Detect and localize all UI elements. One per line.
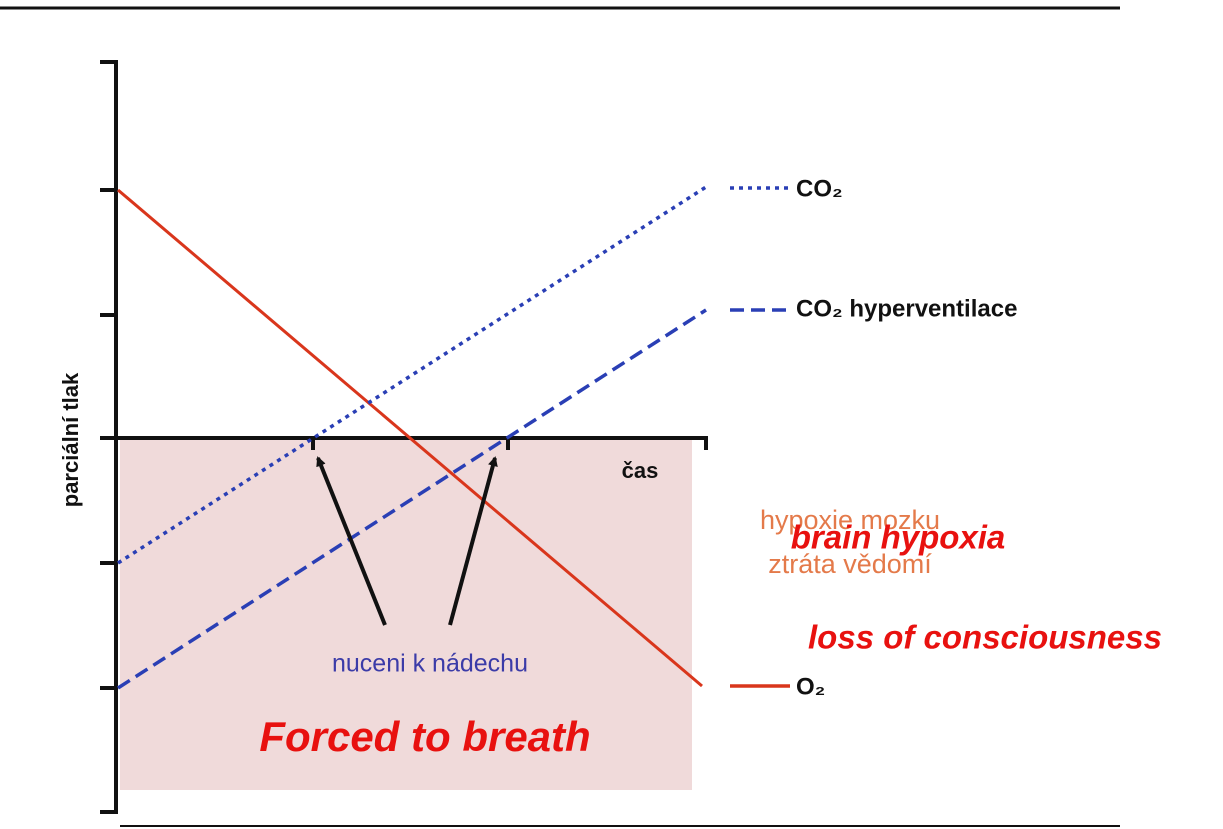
- legend-label: CO₂: [796, 175, 843, 202]
- legend-label: CO₂ hyperventilace: [796, 295, 1017, 322]
- co2-hyper-line: [117, 308, 707, 690]
- legend-label: O₂: [796, 673, 825, 700]
- y-axis-label: parciální tlak: [58, 372, 83, 507]
- o2-line: [117, 188, 703, 688]
- arrow-label: nuceni k nádechu: [332, 650, 528, 678]
- hypoxia-zone: [120, 440, 692, 790]
- zone-label: hypoxie mozku: [760, 505, 940, 535]
- zone-label: ztráta vědomí: [768, 549, 932, 579]
- zone-label-en: brain hypoxia: [791, 519, 1006, 556]
- arrow: [448, 456, 498, 626]
- arrow: [316, 456, 387, 626]
- arrow-label-en: Forced to breath: [259, 713, 590, 760]
- x-axis-label: čas: [622, 458, 659, 483]
- zone-label-en: loss of consciousness: [808, 619, 1162, 656]
